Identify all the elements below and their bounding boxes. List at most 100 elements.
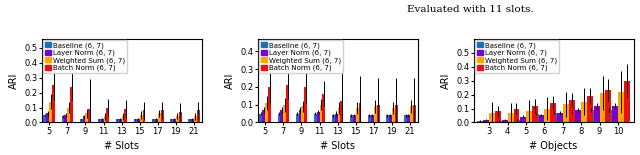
Bar xyxy=(404,115,407,122)
Bar xyxy=(122,116,125,122)
Bar xyxy=(179,112,182,122)
Bar xyxy=(134,120,137,122)
Bar xyxy=(194,116,197,122)
Bar xyxy=(515,120,520,122)
Bar xyxy=(116,120,118,122)
Bar xyxy=(358,103,362,122)
Bar xyxy=(483,120,489,122)
Legend: Baseline (6, 7), Layer Norm (6, 7), Weighted Sum (6, 7), Batch Norm (6, 7): Baseline (6, 7), Layer Norm (6, 7), Weig… xyxy=(475,40,559,73)
Bar xyxy=(332,115,335,122)
Bar xyxy=(301,106,305,122)
Bar xyxy=(338,108,340,122)
Bar xyxy=(266,103,268,122)
X-axis label: # Slots: # Slots xyxy=(104,141,139,151)
Bar xyxy=(286,85,289,122)
Bar xyxy=(508,113,513,122)
Bar xyxy=(314,114,317,122)
Bar xyxy=(44,115,46,122)
Bar xyxy=(374,106,377,122)
Bar xyxy=(489,113,495,122)
Bar xyxy=(191,120,194,122)
Bar xyxy=(502,120,508,122)
Legend: Baseline (6, 7), Layer Norm (6, 7), Weighted Sum (6, 7), Batch Norm (6, 7): Baseline (6, 7), Layer Norm (6, 7), Weig… xyxy=(43,40,127,73)
Bar xyxy=(98,120,100,122)
Bar xyxy=(280,110,284,122)
Bar xyxy=(410,106,413,122)
Bar xyxy=(259,114,262,122)
Bar xyxy=(513,108,520,122)
Bar xyxy=(67,108,70,122)
Bar xyxy=(79,120,83,122)
Bar xyxy=(335,114,338,122)
Bar xyxy=(49,102,52,122)
Bar xyxy=(371,115,374,122)
X-axis label: # Slots: # Slots xyxy=(320,141,355,151)
Bar xyxy=(600,93,605,122)
Bar xyxy=(587,96,593,122)
Bar xyxy=(563,104,569,122)
Bar xyxy=(532,114,538,122)
Bar xyxy=(594,106,600,122)
Bar xyxy=(100,120,104,122)
Bar xyxy=(618,92,624,122)
Bar xyxy=(143,111,145,122)
Bar xyxy=(86,113,88,122)
Bar xyxy=(581,102,587,122)
Bar xyxy=(368,115,371,122)
Bar xyxy=(495,111,501,122)
Y-axis label: ARI: ARI xyxy=(440,72,451,89)
Bar xyxy=(588,110,594,122)
Y-axis label: ARI: ARI xyxy=(225,72,235,89)
Bar xyxy=(104,116,106,122)
Bar xyxy=(46,113,49,122)
Bar xyxy=(305,87,307,122)
X-axis label: # Objects: # Objects xyxy=(529,141,578,151)
Bar xyxy=(389,115,392,122)
Legend: Baseline (6, 7), Layer Norm (6, 7), Weighted Sum (6, 7), Batch Norm (6, 7): Baseline (6, 7), Layer Norm (6, 7), Weig… xyxy=(259,40,343,73)
Bar xyxy=(118,120,122,122)
Bar xyxy=(61,116,65,122)
Bar xyxy=(477,121,483,122)
Bar xyxy=(624,81,630,122)
Bar xyxy=(392,108,395,122)
Text: Evaluated with 11 slots.: Evaluated with 11 slots. xyxy=(407,5,534,14)
Bar xyxy=(356,108,358,122)
Bar xyxy=(550,103,556,122)
Bar xyxy=(569,100,575,122)
Bar xyxy=(532,106,538,122)
Bar xyxy=(65,115,67,122)
Bar xyxy=(605,90,611,122)
Bar xyxy=(319,105,323,122)
Bar xyxy=(125,109,127,122)
Bar xyxy=(377,105,380,122)
Bar xyxy=(155,120,157,122)
Bar xyxy=(262,110,266,122)
Bar xyxy=(496,121,502,122)
Bar xyxy=(340,101,344,122)
Bar xyxy=(353,115,356,122)
Bar xyxy=(152,120,155,122)
Bar xyxy=(188,120,191,122)
Bar xyxy=(157,113,161,122)
Bar xyxy=(197,111,200,122)
Bar xyxy=(526,111,532,122)
Bar xyxy=(83,116,86,122)
Bar xyxy=(557,113,563,122)
Bar xyxy=(520,117,526,122)
Bar xyxy=(407,115,410,122)
Bar xyxy=(350,115,353,122)
Bar xyxy=(606,110,612,122)
Bar xyxy=(296,114,298,122)
Bar xyxy=(612,106,618,122)
Bar xyxy=(386,115,389,122)
Bar xyxy=(323,94,325,122)
Bar xyxy=(106,108,109,122)
Bar xyxy=(52,85,55,122)
Bar xyxy=(161,111,164,122)
Bar xyxy=(413,105,416,122)
Bar xyxy=(176,116,179,122)
Bar xyxy=(395,105,397,122)
Bar xyxy=(545,108,550,122)
Bar xyxy=(140,115,143,122)
Bar xyxy=(551,113,557,122)
